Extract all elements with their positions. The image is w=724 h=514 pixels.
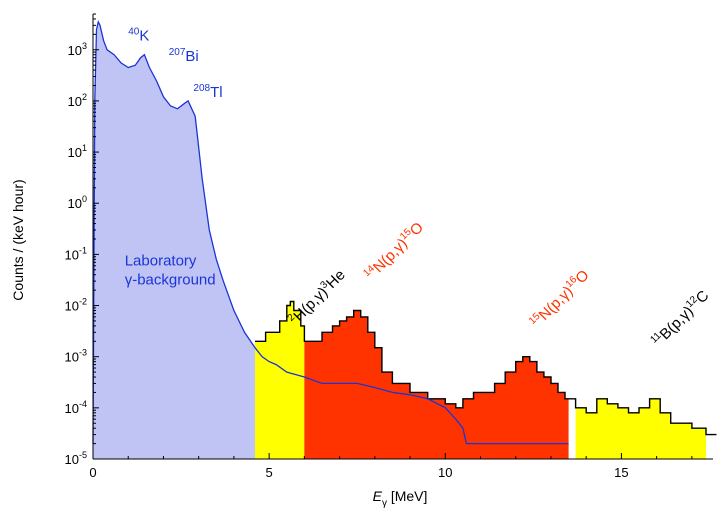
background-label-line2: γ-background xyxy=(125,272,216,289)
x-tick-label: 5 xyxy=(266,465,273,480)
isotope-label-k40: 40K xyxy=(128,27,149,45)
y-tick-label: 102 xyxy=(68,92,87,109)
reaction-label-n15: 15N(p,γ)16O xyxy=(527,266,593,332)
y-tick-label: 10-1 xyxy=(65,245,87,262)
y-tick-label: 103 xyxy=(68,41,87,58)
y-tick-label: 101 xyxy=(68,143,87,160)
reaction-label-h2: 2H(p,γ)3He xyxy=(286,266,349,329)
signal-red-region xyxy=(304,310,569,459)
y-tick-label: 100 xyxy=(68,194,87,211)
axes: 0 5 10 15 10-5 10-4 10-3 10-2 10-1 100 101 102 103 xyxy=(65,13,713,480)
background-area xyxy=(93,21,569,460)
reaction-label-n14: 14N(p,γ)15O xyxy=(361,218,427,284)
signal-outline xyxy=(255,300,717,436)
signal-yellow-region xyxy=(255,301,305,459)
y-tick-label: 10-4 xyxy=(65,399,87,416)
isotope-label-tl208: 208Tl xyxy=(193,83,222,101)
x-tick-label: 10 xyxy=(438,465,452,480)
data-layer xyxy=(92,20,717,460)
x-axis-title: Eγ [MeV] xyxy=(373,488,428,509)
isotope-label-bi207: 207Bi xyxy=(169,47,199,65)
y-tick-label: 10-5 xyxy=(65,450,87,467)
background-line xyxy=(92,20,569,445)
signal-yellow-region xyxy=(575,398,706,459)
y-tick-label: 10-3 xyxy=(65,348,87,365)
reaction-label-b11: 11B(p,γ)12C xyxy=(648,286,712,350)
x-tick-label: 0 xyxy=(89,465,96,480)
y-tick-label: 10-2 xyxy=(65,297,87,314)
x-tick-label: 15 xyxy=(614,465,628,480)
y-axis-title: Counts / (keV hour) xyxy=(10,179,26,300)
background-label-line1: Laboratory xyxy=(125,253,197,270)
